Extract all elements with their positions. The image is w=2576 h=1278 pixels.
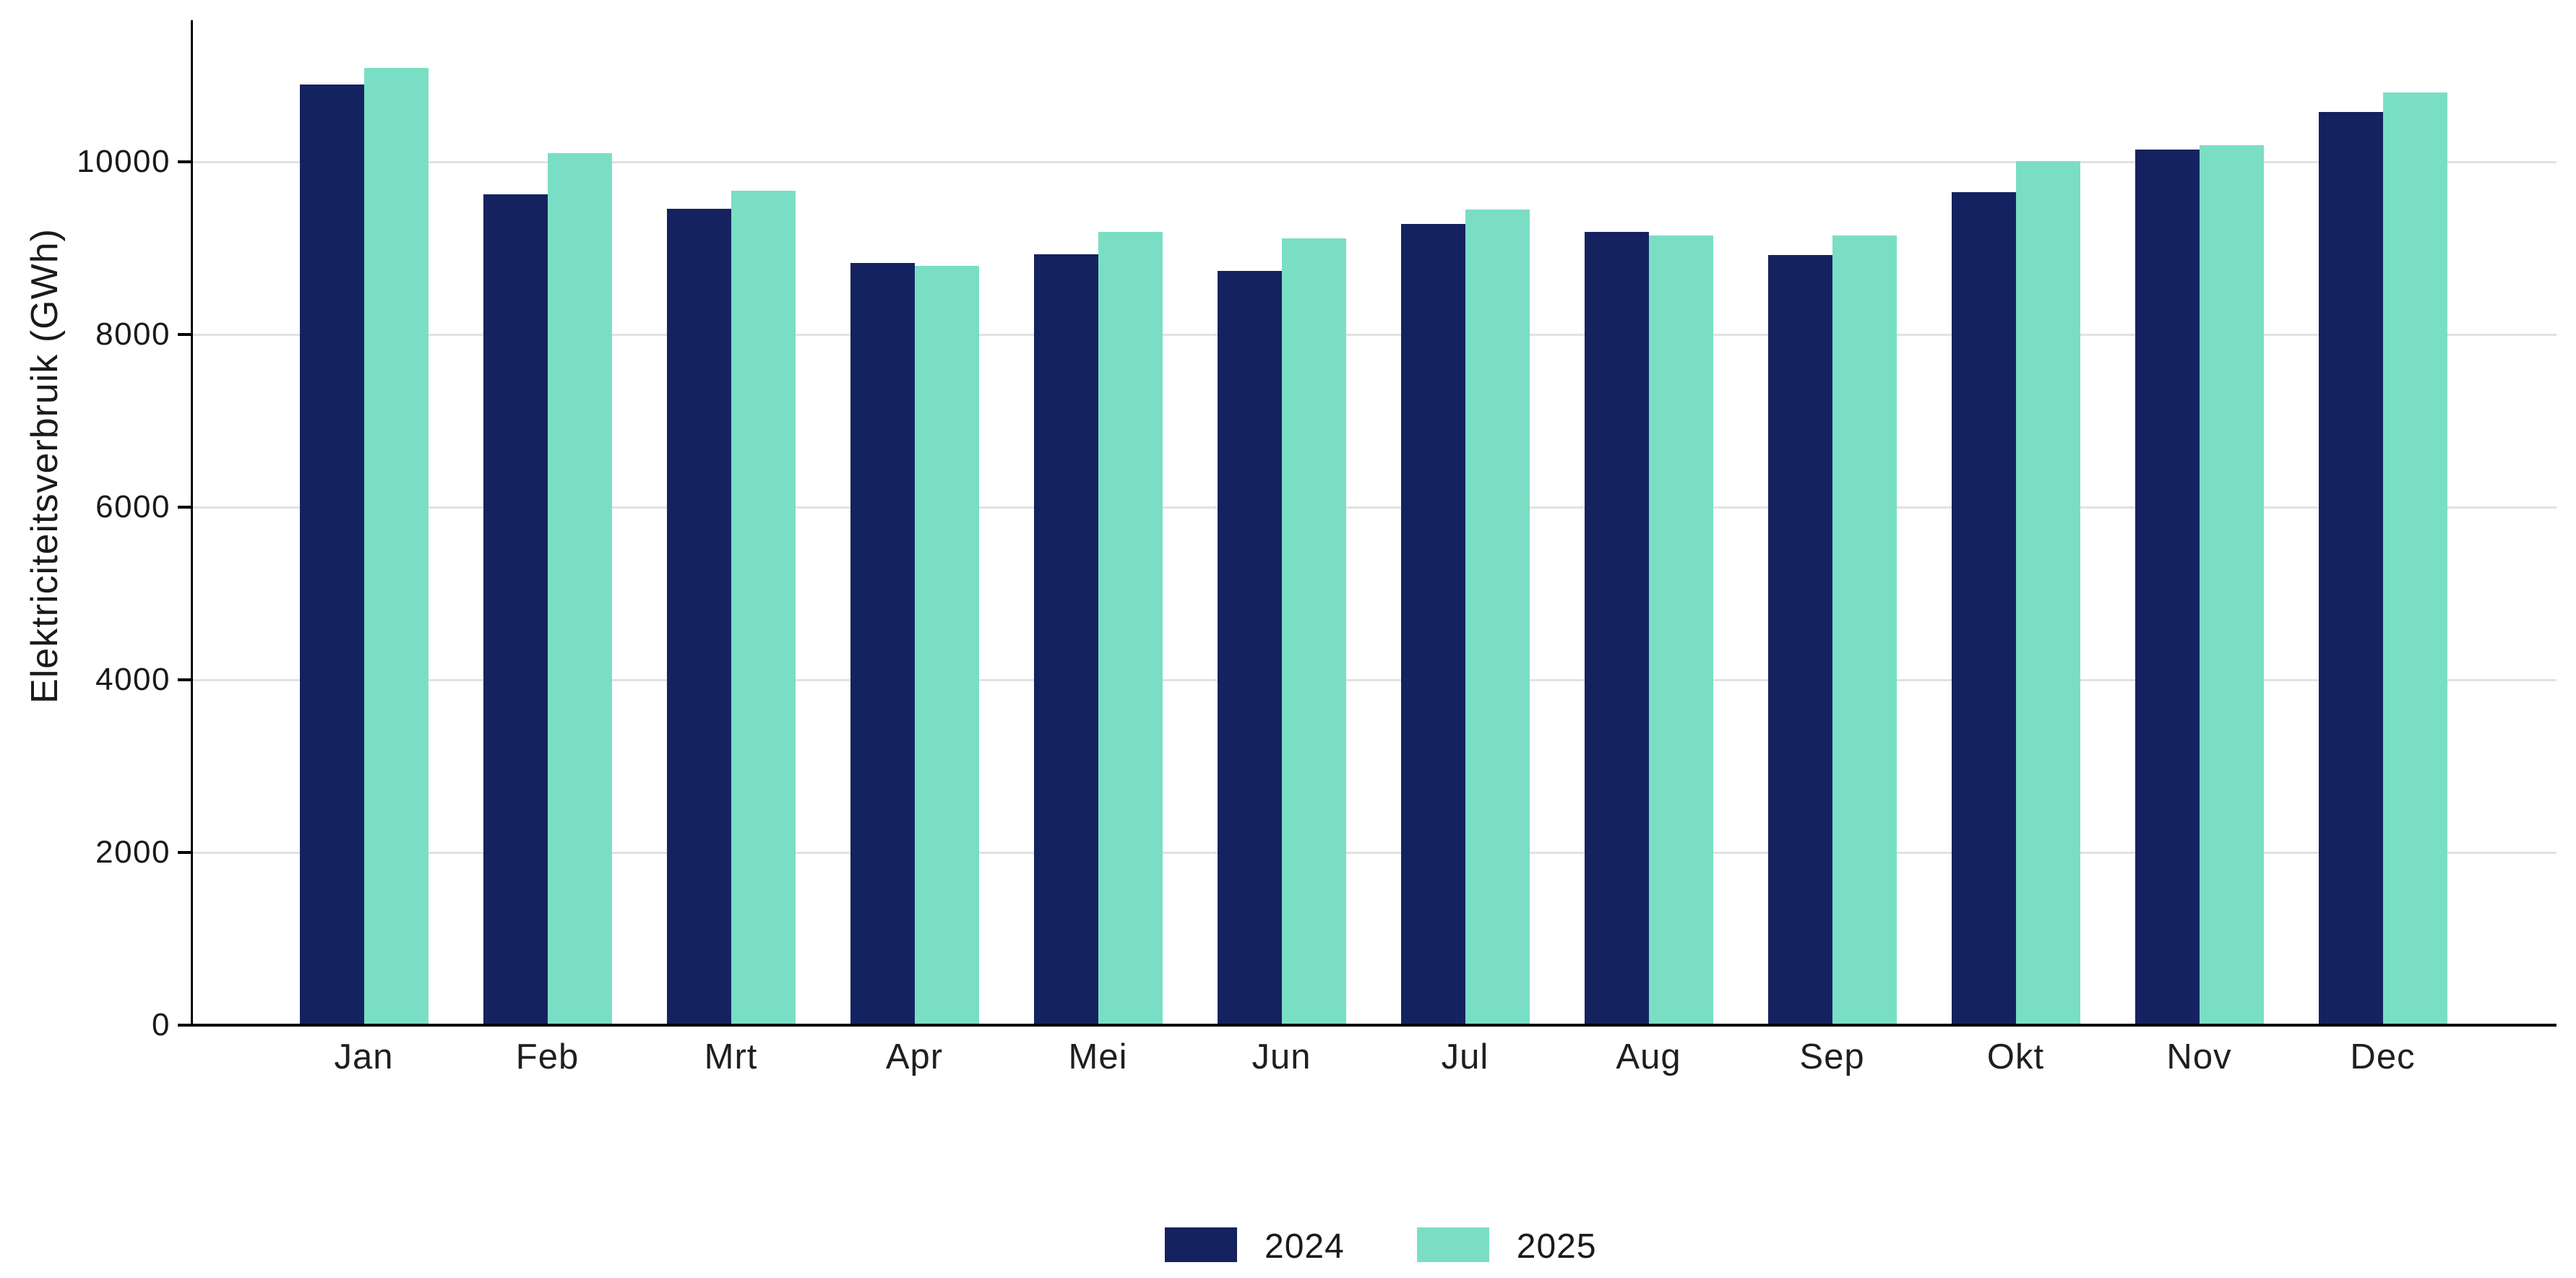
gridline-10000	[193, 160, 2556, 163]
bar-2024-jul	[1400, 224, 1465, 1025]
y-axis-line	[191, 20, 193, 1027]
y-tick-label-4000: 4000	[95, 662, 171, 697]
x-tick-label-sep: Sep	[1799, 1037, 1865, 1076]
bar-2025-nov	[2199, 145, 2264, 1025]
bar-2024-jan	[299, 85, 364, 1025]
x-tick-label-feb: Feb	[515, 1037, 580, 1076]
bar-2024-feb	[483, 194, 548, 1025]
x-tick-label-dec: Dec	[2350, 1037, 2416, 1076]
y-axis-tick-10000	[178, 160, 191, 163]
y-tick-label-2000: 2000	[95, 834, 171, 870]
y-axis-title: Elektriciteitsverbruik (GWh)	[24, 228, 66, 704]
x-axis-line	[191, 1024, 2556, 1027]
legend-item-2024: 2024	[1165, 1222, 1345, 1266]
x-tick-label-jun: Jun	[1252, 1037, 1311, 1076]
y-axis-tick-2000	[178, 851, 191, 854]
x-tick-label-okt: Okt	[1986, 1037, 2045, 1076]
gridline-8000	[193, 333, 2556, 336]
y-tick-label-8000: 8000	[95, 316, 171, 352]
bar-2024-jun	[1217, 270, 1282, 1025]
y-axis-tick-0	[178, 1024, 191, 1027]
bar-2024-apr	[850, 262, 915, 1025]
bar-2025-mrt	[731, 191, 796, 1025]
bar-2024-sep	[1767, 255, 1832, 1025]
y-axis-tick-8000	[178, 333, 191, 336]
bar-2025-jun	[1281, 238, 1346, 1025]
gridline-6000	[193, 506, 2556, 509]
legend-label-2024: 2024	[1265, 1227, 1345, 1266]
legend: 2024 2025	[1165, 1222, 1597, 1266]
x-tick-label-jul: Jul	[1441, 1037, 1489, 1076]
gridline-4000	[193, 678, 2556, 681]
y-tick-label-0: 0	[152, 1007, 171, 1042]
bar-2024-nov	[2135, 150, 2200, 1025]
legend-label-2025: 2025	[1516, 1227, 1597, 1266]
x-tick-label-nov: Nov	[2166, 1037, 2232, 1076]
bar-2025-dec	[2382, 92, 2447, 1025]
bar-2025-jan	[363, 67, 428, 1025]
bar-2025-sep	[1832, 235, 1897, 1025]
x-tick-label-mei: Mei	[1068, 1037, 1128, 1076]
gridline-2000	[193, 851, 2556, 854]
bar-2025-apr	[914, 265, 979, 1025]
x-tick-label-aug: Aug	[1616, 1037, 1681, 1076]
legend-swatch-2025	[1416, 1227, 1489, 1262]
x-tick-label-mrt: Mrt	[704, 1037, 758, 1076]
bar-2024-dec	[2318, 111, 2383, 1025]
bar-2024-mei	[1033, 254, 1098, 1025]
bar-2025-aug	[1648, 235, 1713, 1025]
x-tick-label-jan: Jan	[334, 1037, 394, 1076]
bar-2025-feb	[547, 153, 612, 1025]
y-axis-tick-4000	[178, 678, 191, 681]
y-axis-tick-6000	[178, 506, 191, 509]
bar-2024-aug	[1584, 231, 1649, 1025]
bar-2024-mrt	[666, 208, 731, 1025]
legend-swatch-2024	[1165, 1227, 1237, 1262]
x-tick-label-apr: Apr	[885, 1037, 944, 1076]
bar-2025-okt	[2015, 160, 2080, 1025]
bar-2025-mei	[1098, 231, 1163, 1025]
legend-item-2025: 2025	[1416, 1222, 1597, 1266]
bar-2024-okt	[1951, 191, 2016, 1025]
y-tick-label-6000: 6000	[95, 489, 171, 524]
y-tick-label-10000: 10000	[77, 144, 171, 179]
bar-2025-jul	[1465, 209, 1530, 1025]
